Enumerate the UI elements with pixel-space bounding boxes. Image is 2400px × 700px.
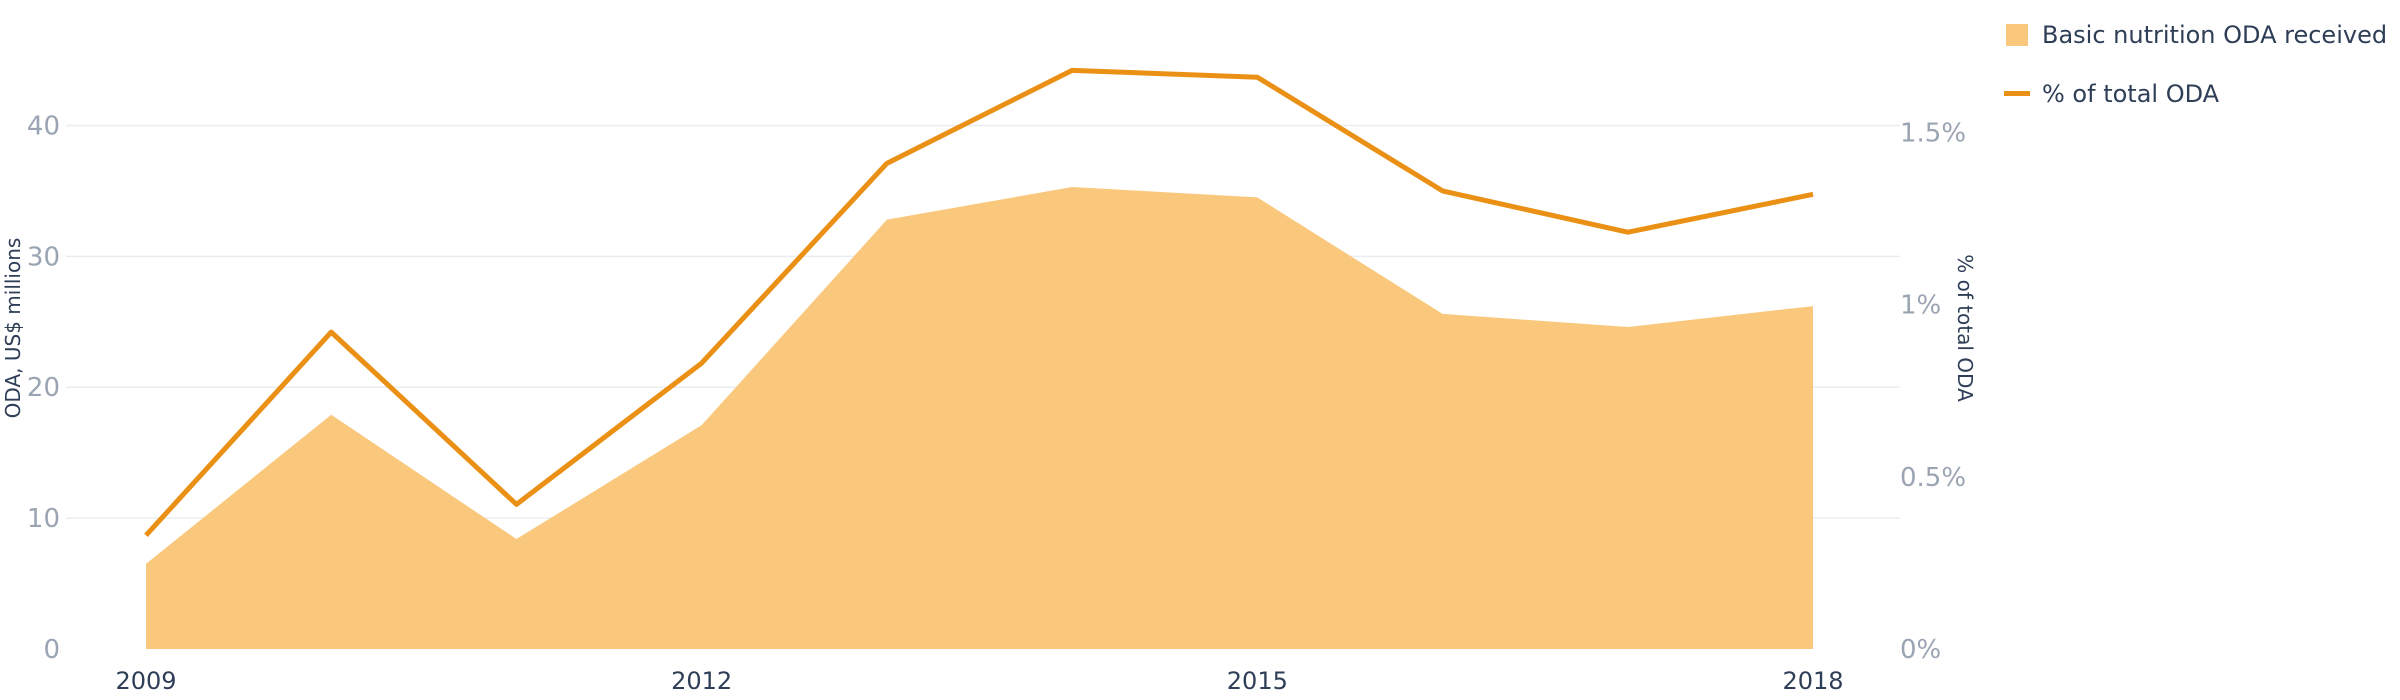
- area-point: [885, 218, 889, 222]
- area-point: [1626, 325, 1630, 329]
- y-right-tick-label: 0%: [1900, 635, 1941, 665]
- line-point: [1811, 192, 1815, 196]
- line-point: [885, 161, 889, 165]
- y-right-tick-label: 1%: [1900, 291, 1941, 321]
- x-tick-label: 2015: [1227, 667, 1288, 695]
- y-axis-right-ticks: 0% 0.5% 1% 1.5%: [1900, 118, 1966, 665]
- area-point: [1441, 312, 1445, 316]
- legend-label-area: Basic nutrition ODA received: [2042, 21, 2387, 49]
- line-point: [1441, 189, 1445, 193]
- x-tick-label: 2012: [671, 667, 732, 695]
- line-point: [1626, 230, 1630, 234]
- area-point: [514, 537, 518, 541]
- y-axis-right-label: % of total ODA: [1953, 254, 1977, 402]
- x-axis-ticks: 2009 2012 2015 2018: [115, 667, 1843, 695]
- y-left-tick-label: 10: [27, 504, 60, 534]
- line-point: [144, 533, 148, 537]
- line-point: [514, 502, 518, 506]
- area-point: [329, 413, 333, 417]
- line-point: [1255, 75, 1259, 79]
- y-axis-left-label: ODA, US$ millions: [1, 238, 25, 419]
- area-point: [1070, 185, 1074, 189]
- line-point: [1070, 68, 1074, 72]
- area-point: [1255, 195, 1259, 199]
- y-axis-left-ticks: 0 10 20 30 40: [27, 111, 60, 665]
- line-point: [329, 330, 333, 334]
- legend-swatch-line: [2004, 91, 2030, 96]
- x-tick-label: 2018: [1782, 667, 1843, 695]
- line-point: [700, 361, 704, 365]
- area-basic-nutrition-oda: [146, 186, 1813, 649]
- legend-swatch-area: [2006, 24, 2028, 46]
- area-point: [700, 423, 704, 427]
- y-right-tick-label: 0.5%: [1900, 463, 1966, 493]
- y-left-tick-label: 20: [27, 373, 60, 403]
- y-left-tick-label: 0: [43, 635, 60, 665]
- legend: Basic nutrition ODA received % of total …: [2004, 21, 2387, 108]
- area-point: [1811, 304, 1815, 308]
- x-tick-label: 2009: [115, 667, 176, 695]
- legend-label-line: % of total ODA: [2042, 80, 2220, 108]
- y-right-tick-label: 1.5%: [1900, 118, 1966, 148]
- y-left-tick-label: 40: [27, 111, 60, 141]
- y-left-tick-label: 30: [27, 242, 60, 272]
- line-percent-total-oda: [144, 67, 1814, 538]
- area-point: [144, 562, 148, 566]
